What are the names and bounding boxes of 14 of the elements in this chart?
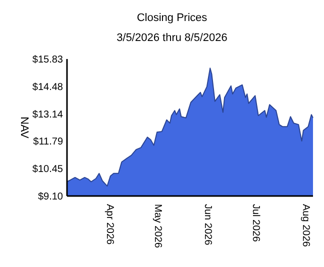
chart-title: Closing Prices	[136, 12, 208, 24]
chart-subtitle: 3/5/2026 thru 8/5/2026	[116, 32, 228, 44]
y-tick-label: $15.83	[32, 54, 64, 66]
y-tick-label: $14.48	[32, 82, 64, 93]
y-tick-label: $11.79	[33, 136, 64, 148]
x-tick-label: Apr 2026	[104, 204, 115, 246]
x-tick-label: Aug 2026	[300, 204, 312, 248]
x-tick-label: May 2026	[152, 204, 164, 248]
x-tick-label: Jun 2026	[202, 204, 213, 246]
y-tick-label: $9.10	[38, 192, 64, 202]
y-axis-title: NAV	[18, 116, 30, 140]
y-tick-label: $13.14	[32, 109, 64, 120]
y-tick-label: $10.45	[32, 164, 64, 176]
x-tick-label: Jul 2026	[250, 204, 262, 242]
